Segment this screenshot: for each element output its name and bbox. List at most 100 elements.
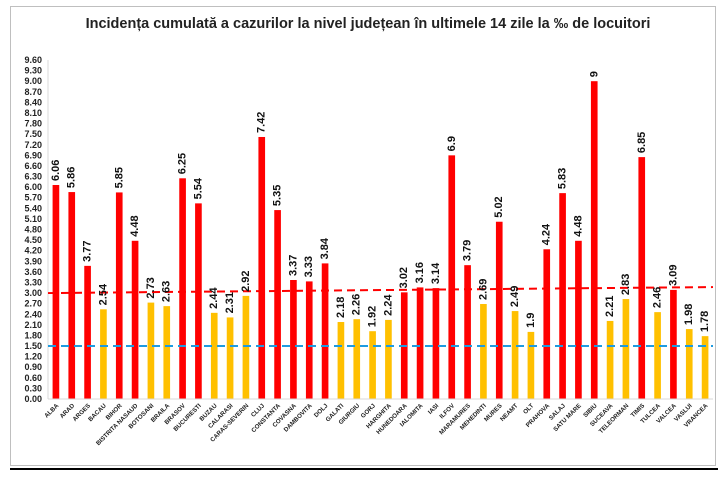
y-tick-label: 5.40 xyxy=(24,203,42,213)
y-tick-label: 9.30 xyxy=(24,66,42,76)
bar xyxy=(622,299,630,399)
bar xyxy=(701,336,709,399)
data-label: 2.44 xyxy=(208,287,220,309)
y-tick-label: 9.60 xyxy=(24,55,42,65)
bar xyxy=(274,210,281,399)
y-tick-label: 1.80 xyxy=(24,330,42,340)
bar xyxy=(68,192,76,399)
y-tick-label: 7.20 xyxy=(24,140,42,150)
y-tick-label: 2.10 xyxy=(24,320,42,330)
bar xyxy=(385,319,392,399)
bottom-rule xyxy=(10,468,718,470)
bar xyxy=(226,317,234,399)
data-label: 6.25 xyxy=(177,153,189,174)
bar xyxy=(638,157,646,399)
data-label: 3.33 xyxy=(303,256,315,277)
data-label: 2.92 xyxy=(240,270,252,291)
y-tick-label: 3.60 xyxy=(24,267,42,277)
y-tick-label: 1.20 xyxy=(24,352,42,362)
bar xyxy=(670,289,677,399)
data-label: 3.79 xyxy=(462,240,474,261)
bar xyxy=(337,322,345,399)
x-tick-label: BACAU xyxy=(87,402,108,423)
data-label: 2.26 xyxy=(351,294,363,315)
y-tick-label: 7.80 xyxy=(24,119,42,129)
bar xyxy=(179,178,186,399)
bar xyxy=(559,193,566,399)
bar xyxy=(448,155,456,399)
y-tick-label: 6.00 xyxy=(24,182,42,192)
y-tick-label: 3.30 xyxy=(24,277,42,287)
data-label: 5.83 xyxy=(557,168,569,189)
data-label: 2.49 xyxy=(509,286,521,307)
data-label: 3.02 xyxy=(398,267,410,288)
bar xyxy=(590,81,598,399)
bar xyxy=(290,279,297,399)
data-label: 5.35 xyxy=(272,185,284,206)
bar xyxy=(258,136,266,399)
data-label: 2.21 xyxy=(604,296,616,317)
data-label: 7.42 xyxy=(256,112,268,133)
data-label: 2.18 xyxy=(335,297,347,318)
bar xyxy=(305,281,313,399)
bar xyxy=(606,320,614,399)
y-tick-label: 3.90 xyxy=(24,256,42,266)
y-tick-label: 7.50 xyxy=(24,129,42,139)
y-tick-label: 5.10 xyxy=(24,214,42,224)
bar xyxy=(353,319,361,399)
y-tick-label: 2.40 xyxy=(24,309,42,319)
y-axis: 0.000.300.600.901.201.501.802.102.402.70… xyxy=(24,55,49,404)
data-label: 6.9 xyxy=(446,136,458,151)
bar xyxy=(464,265,471,399)
y-tick-label: 3.00 xyxy=(24,288,42,298)
y-tick-label: 0.60 xyxy=(24,373,42,383)
data-label: 2.24 xyxy=(382,294,394,316)
data-label: 3.16 xyxy=(414,262,426,283)
y-tick-label: 1.50 xyxy=(24,341,42,351)
data-label: 2.69 xyxy=(477,279,489,300)
data-label: 4.48 xyxy=(129,215,141,236)
bar xyxy=(195,203,202,399)
bar xyxy=(511,311,519,399)
y-tick-label: 6.30 xyxy=(24,172,42,182)
x-tick-label: NEAMT xyxy=(499,402,520,423)
data-label: 3.14 xyxy=(430,262,442,284)
data-label: 2.73 xyxy=(145,277,157,298)
data-label: 3.77 xyxy=(82,240,94,261)
threshold-line xyxy=(47,286,714,295)
bar xyxy=(654,312,661,399)
bar xyxy=(84,265,91,399)
data-label: 9 xyxy=(588,71,600,77)
bar xyxy=(210,312,218,399)
bar xyxy=(163,306,171,399)
y-tick-label: 2.70 xyxy=(24,299,42,309)
data-label: 3.84 xyxy=(319,237,331,259)
y-tick-label: 0.30 xyxy=(24,383,42,393)
y-tick-label: 4.50 xyxy=(24,235,42,245)
data-label: 1.98 xyxy=(683,304,695,325)
data-label: 5.54 xyxy=(192,177,204,199)
data-label: 6.85 xyxy=(636,132,648,153)
y-tick-label: 8.40 xyxy=(24,97,42,107)
bar xyxy=(685,329,693,399)
data-label: 4.48 xyxy=(572,215,584,236)
bar xyxy=(369,331,376,399)
bar xyxy=(575,240,582,399)
threshold-lines xyxy=(47,286,714,348)
bar xyxy=(131,240,139,399)
bars xyxy=(52,81,709,399)
bar xyxy=(480,304,487,399)
bar xyxy=(115,192,123,399)
chart-frame xyxy=(10,6,716,466)
data-label: 2.46 xyxy=(652,287,664,308)
data-label: 6.06 xyxy=(50,160,62,181)
data-label: 2.63 xyxy=(161,281,173,302)
chart-title: Incidența cumulată a cazurilor la nivel … xyxy=(86,16,651,32)
x-tick-label: ALBA xyxy=(43,402,60,419)
data-label: 3.37 xyxy=(287,255,299,276)
bar xyxy=(100,309,107,399)
data-label: 1.78 xyxy=(699,311,711,332)
y-tick-label: 4.80 xyxy=(24,225,42,235)
